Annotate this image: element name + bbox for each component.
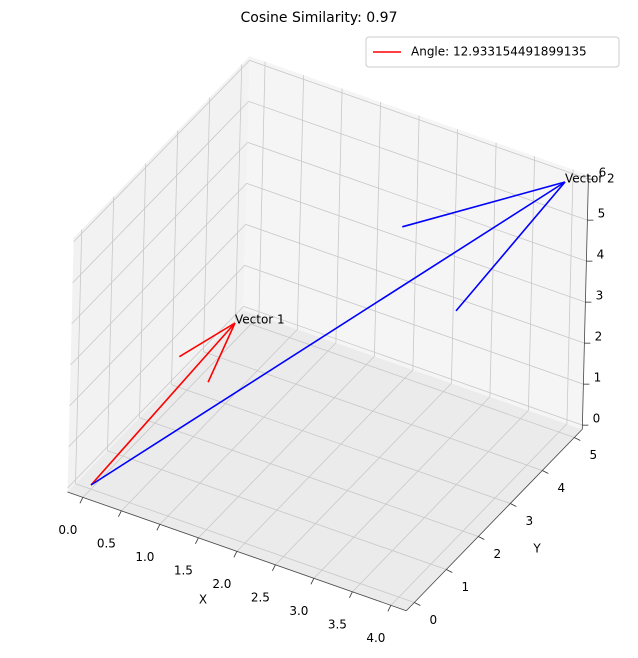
grid-line (352, 410, 529, 593)
grid-line (275, 383, 452, 566)
x-axis-label: X (199, 593, 207, 607)
x-tick-label: 1.5 (174, 563, 193, 577)
x-tick-label: 2.5 (251, 590, 270, 604)
y-tick-label: 5 (589, 448, 597, 462)
grid-line (107, 450, 447, 570)
tick-mark (542, 470, 549, 474)
x-tick-label: 0.5 (97, 536, 116, 550)
grid-line (247, 141, 587, 262)
y-tick-label: 4 (557, 481, 565, 495)
grid-line (236, 369, 414, 552)
grid-line (198, 356, 375, 539)
x-axis-line (67, 491, 407, 612)
tick-mark (349, 591, 353, 599)
chart-title: Cosine Similarity: 0.97 (241, 10, 398, 26)
z-axis-line (581, 175, 589, 430)
tick-mark (574, 437, 581, 441)
grid-line (248, 100, 588, 221)
grid-line (71, 142, 248, 325)
vector-arrow (90, 181, 566, 486)
x-tick-label: 2.0 (212, 577, 231, 591)
tick-mark (79, 497, 84, 504)
z-tick-label: 5 (598, 207, 606, 221)
grid-line (75, 483, 415, 603)
vector-arrow (90, 322, 236, 486)
grid-line (159, 342, 337, 525)
grid-line (203, 351, 543, 471)
grid-line (249, 59, 589, 180)
x-tick-label: 1.0 (135, 550, 154, 564)
tick-mark (414, 602, 421, 606)
tick-mark (310, 578, 315, 585)
z-tick-label: 0 (593, 412, 601, 426)
tick-mark (118, 510, 122, 518)
tick-mark (510, 503, 517, 507)
y-tick-label: 3 (525, 514, 533, 528)
grid-line (73, 60, 250, 243)
grid-line (139, 417, 479, 537)
vector-label: Vector 2 (565, 172, 615, 186)
vector-line (90, 322, 236, 486)
grid-line (69, 224, 246, 407)
x-tick-label: 3.0 (289, 604, 308, 618)
grid-line (82, 315, 260, 498)
vector-line (455, 181, 566, 312)
y-tick-label: 0 (429, 613, 437, 627)
tick-mark (233, 551, 238, 558)
z-tick-label: 2 (595, 330, 603, 344)
grid-line (313, 396, 491, 579)
y-tick-label: 2 (493, 547, 501, 561)
grid-line (246, 182, 586, 303)
x-tick-label: 0.0 (58, 523, 77, 537)
y-axis-label: Y (532, 542, 541, 556)
z-tick-label: 4 (597, 248, 605, 262)
vector-line (207, 322, 236, 383)
tick-mark (478, 536, 485, 540)
tick-mark (446, 569, 453, 573)
grid-line (72, 101, 249, 284)
x-tick-label: 3.5 (328, 617, 347, 631)
grid-line (70, 183, 247, 366)
grid-line (68, 265, 245, 448)
y-axis-line (406, 428, 583, 612)
vector-line (178, 322, 236, 358)
grid-line (390, 423, 568, 606)
legend-label: Angle: 12.933154491899135 (411, 45, 587, 59)
x-tick-label: 4.0 (366, 631, 385, 645)
legend-box (365, 36, 620, 68)
tick-mark (387, 605, 392, 612)
grid-line (244, 264, 584, 385)
grid-line (243, 305, 583, 426)
grid-line (67, 306, 244, 489)
z-tick-label: 3 (596, 289, 604, 303)
grid-line (171, 384, 511, 504)
z-tick-label: 1 (594, 371, 602, 385)
tick-mark (272, 564, 276, 572)
grid-line (245, 223, 585, 344)
tick-mark (195, 537, 199, 545)
z-tick-label: 6 (599, 166, 607, 180)
grid-line (121, 329, 298, 512)
vector-label: Vector 1 (235, 313, 285, 327)
vector-line (90, 181, 566, 486)
y-tick-label: 1 (461, 580, 469, 594)
tick-mark (156, 524, 161, 531)
grid-line (235, 318, 575, 438)
vector-line (402, 181, 566, 228)
